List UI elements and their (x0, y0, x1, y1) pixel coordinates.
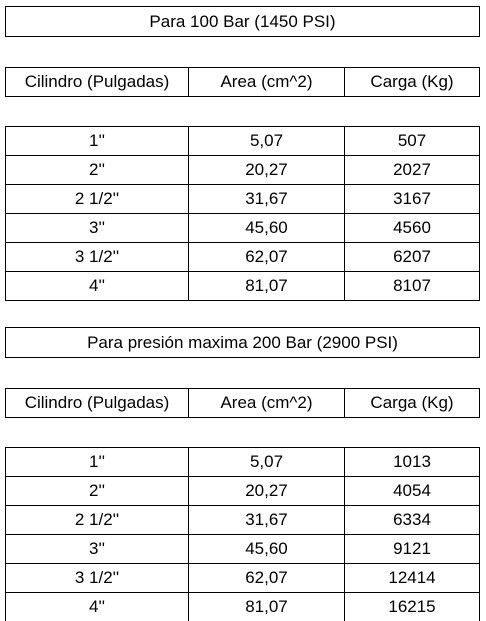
table-cell: 1'' (5, 447, 189, 477)
table-cell: 507 (344, 126, 480, 156)
table-cell: 9121 (344, 534, 480, 564)
table-cell: 1013 (344, 447, 480, 477)
table-cell: 3 1/2'' (5, 563, 189, 593)
table-cell: 2 1/2'' (5, 505, 189, 535)
table-cell: 6334 (344, 505, 480, 535)
table-cell: 6207 (344, 242, 480, 272)
table-cell: 2 1/2'' (5, 184, 189, 214)
table-cell: 3167 (344, 184, 480, 214)
table-cell: 3 1/2'' (5, 242, 189, 272)
header-cell: Carga (Kg) (344, 67, 480, 97)
section-title: Para 100 Bar (1450 PSI) (5, 6, 480, 37)
table-cell: 31,67 (188, 505, 345, 535)
table-cell: 2'' (5, 476, 189, 506)
header-cell: Area (cm^2) (188, 388, 345, 418)
header-cell: Carga (Kg) (344, 388, 480, 418)
table-cell: 31,67 (188, 184, 345, 214)
table-cell: 20,27 (188, 476, 345, 506)
table-cell: 1'' (5, 126, 189, 156)
table-cell: 4'' (5, 271, 189, 301)
table-cell: 4560 (344, 213, 480, 243)
table-cell: 5,07 (188, 447, 345, 477)
table-cell: 4054 (344, 476, 480, 506)
table-cell: 62,07 (188, 563, 345, 593)
table-cell: 81,07 (188, 592, 345, 621)
table-cell: 8107 (344, 271, 480, 301)
table-cell: 45,60 (188, 213, 345, 243)
header-cell: Cilindro (Pulgadas) (5, 67, 189, 97)
table-cell: 12414 (344, 563, 480, 593)
table-cell: 5,07 (188, 126, 345, 156)
section-title: Para presión maxima 200 Bar (2900 PSI) (5, 327, 480, 358)
table-cell: 2'' (5, 155, 189, 185)
table-cell: 4'' (5, 592, 189, 621)
table-cell: 3'' (5, 213, 189, 243)
table-cell: 62,07 (188, 242, 345, 272)
table-cell: 16215 (344, 592, 480, 621)
header-cell: Cilindro (Pulgadas) (5, 388, 189, 418)
table-cell: 2027 (344, 155, 480, 185)
table-cell: 3'' (5, 534, 189, 564)
table-cell: 20,27 (188, 155, 345, 185)
header-cell: Area (cm^2) (188, 67, 345, 97)
table-cell: 45,60 (188, 534, 345, 564)
table-cell: 81,07 (188, 271, 345, 301)
